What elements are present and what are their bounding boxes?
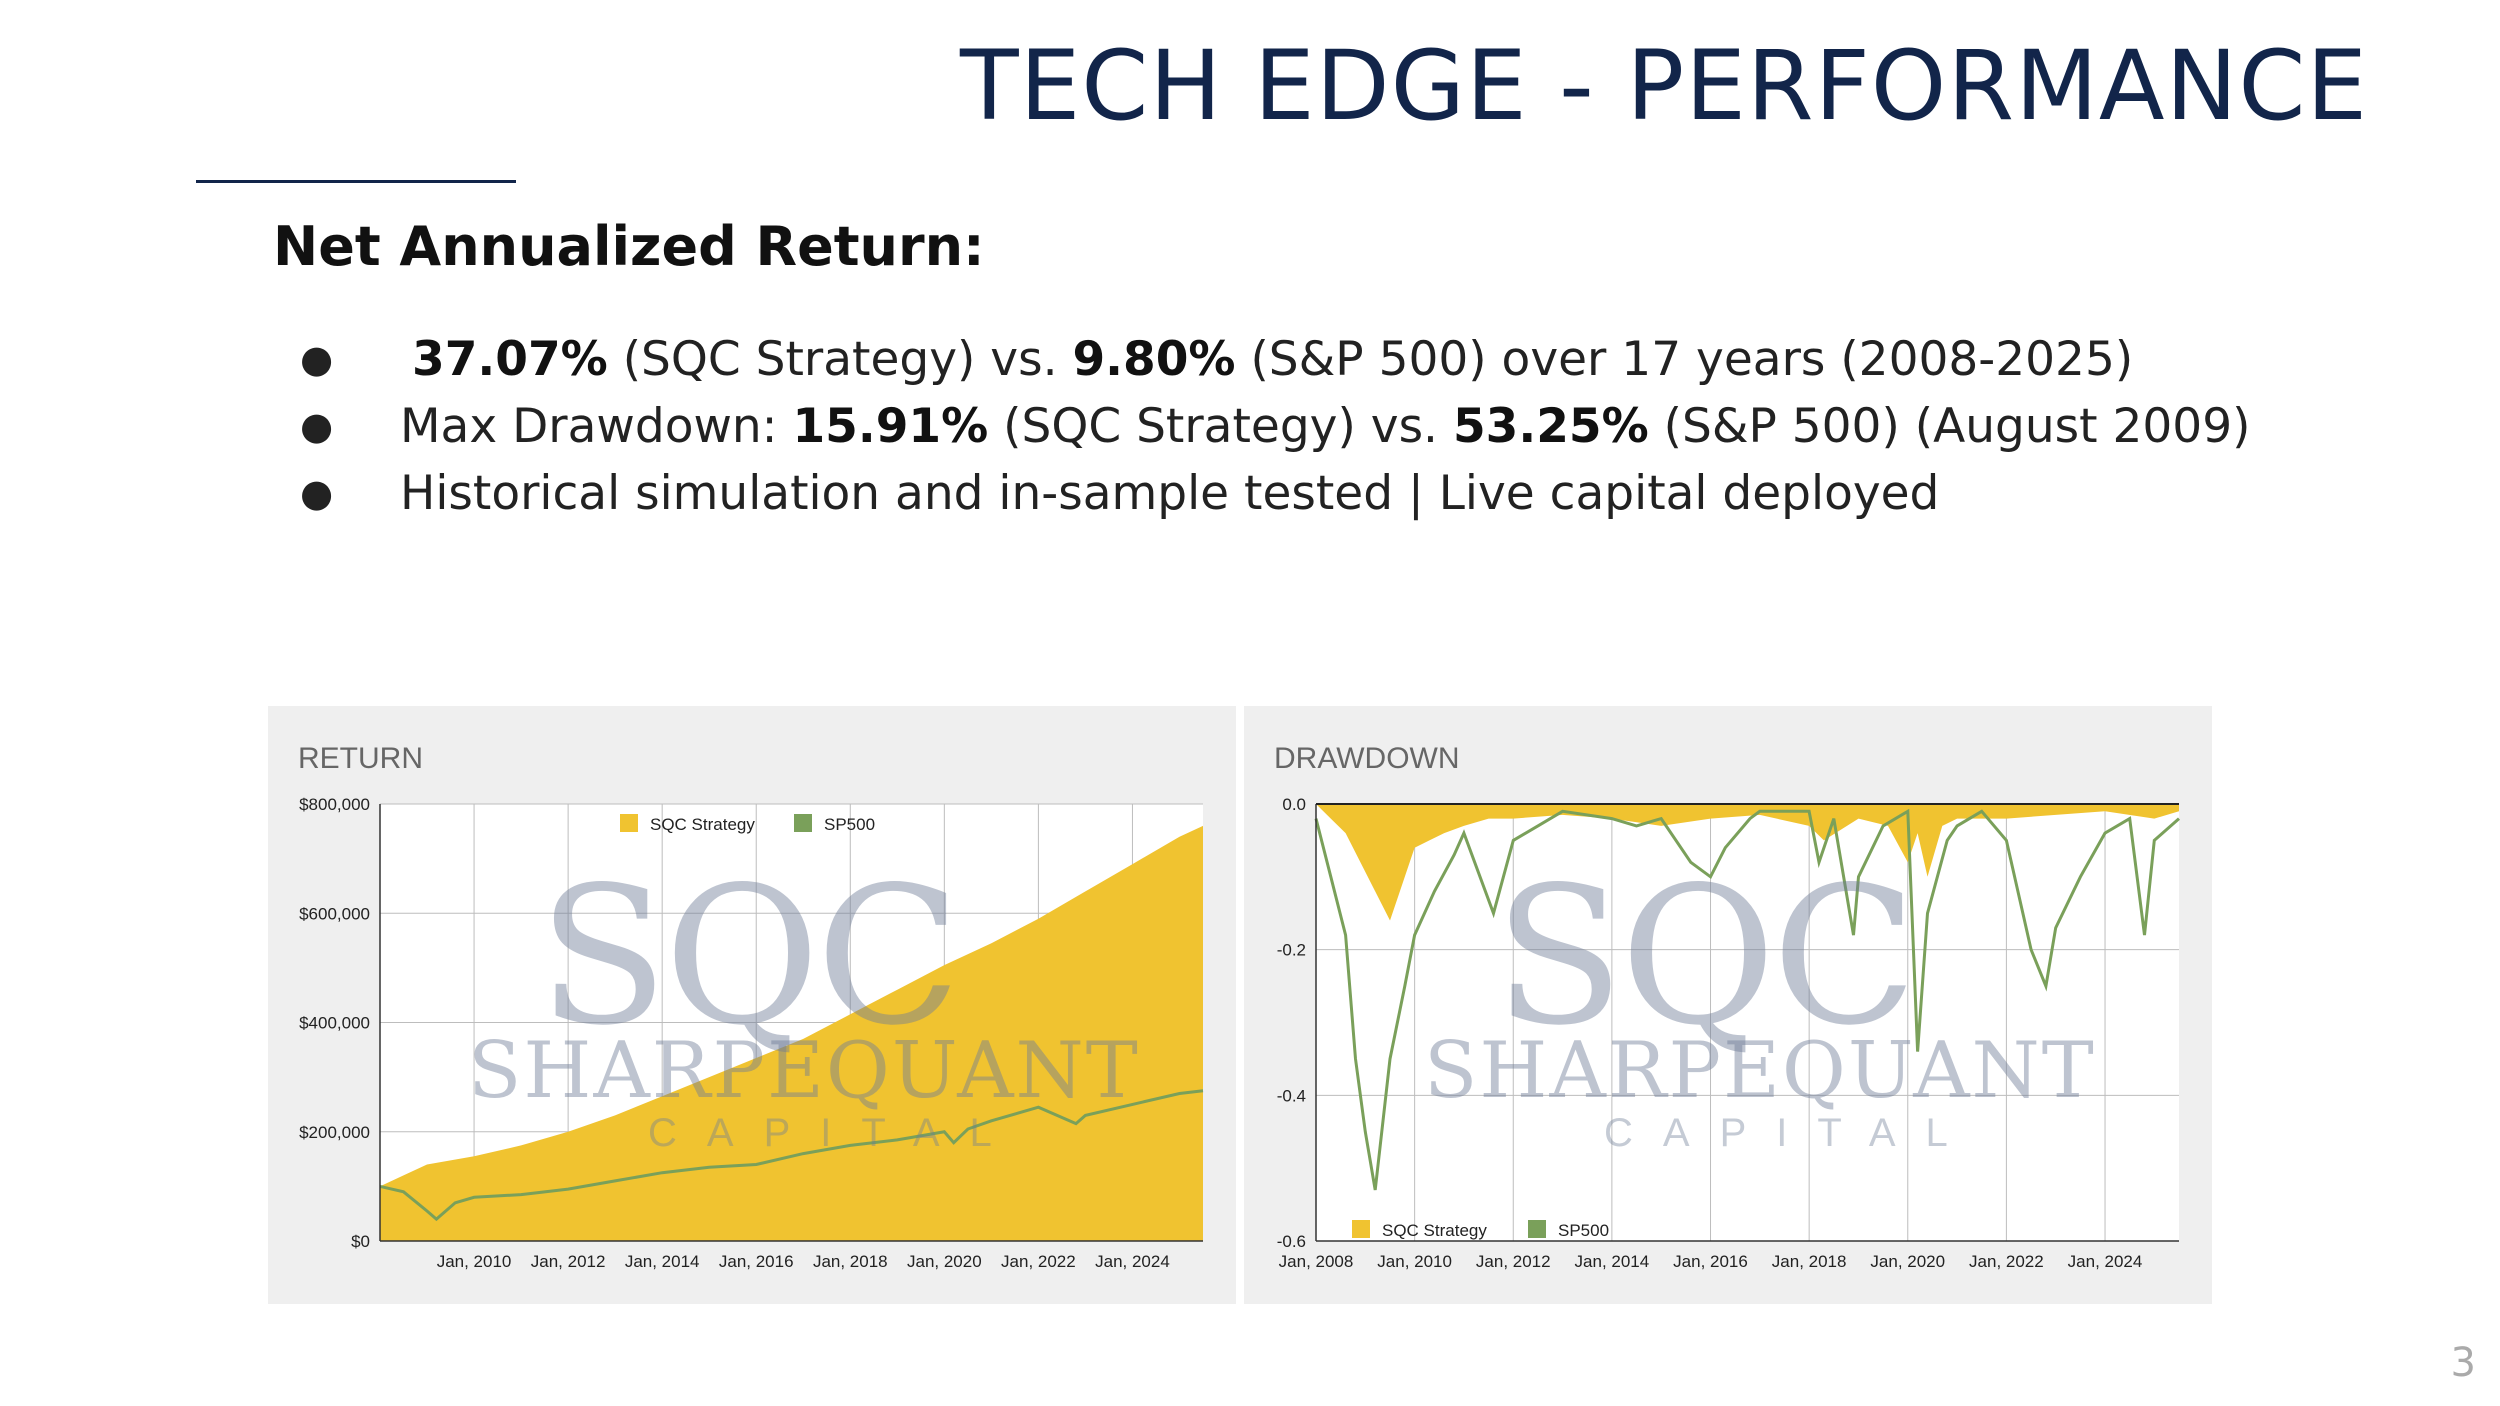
sp500-return: 9.80% [1072, 332, 1236, 387]
legend-label: SP500 [824, 815, 875, 834]
x-tick-label: Jan, 2024 [2068, 1252, 2143, 1271]
x-tick-label: Jan, 2012 [531, 1252, 606, 1271]
series-area-sqc-strategy [380, 825, 1203, 1241]
x-tick-label: Jan, 2014 [1575, 1252, 1650, 1271]
y-tick-label: -0.2 [1277, 941, 1306, 960]
x-tick-label: Jan, 2008 [1279, 1252, 1354, 1271]
y-tick-label: -0.4 [1277, 1086, 1306, 1105]
x-tick-label: Jan, 2022 [1001, 1252, 1076, 1271]
y-tick-label: 0.0 [1282, 795, 1306, 814]
x-tick-label: Jan, 2024 [1095, 1252, 1170, 1271]
bullet-text: (S&P 500) (August 2009) [1648, 399, 2251, 454]
x-tick-label: Jan, 2020 [907, 1252, 982, 1271]
x-tick-label: Jan, 2018 [1772, 1252, 1847, 1271]
return-chart: $800,000 $600,000 $400,000 $200,000 $0 Jan, 2… [299, 795, 1204, 1271]
y-tick-label: $400,000 [299, 1014, 370, 1033]
bullet-text: Historical simulation and in-sample test… [400, 466, 1940, 521]
x-tick-label: Jan, 2020 [1870, 1252, 1945, 1271]
x-tick-label: Jan, 2016 [719, 1252, 794, 1271]
y-tick-label: $0 [351, 1232, 370, 1251]
x-tick-label: Jan, 2018 [813, 1252, 888, 1271]
return-chart-title: RETURN [298, 742, 423, 775]
x-tick-label: Jan, 2010 [437, 1252, 512, 1271]
legend-label: SQC Strategy [650, 815, 755, 834]
x-tick-label: Jan, 2010 [1377, 1252, 1452, 1271]
y-tick-label: $800,000 [299, 795, 370, 814]
title-underline [196, 180, 516, 183]
x-tick-label: Jan, 2014 [625, 1252, 700, 1271]
return-chart-panel: RETURN $800,000 $600,000 $400,000 $200,000 $… [268, 706, 1236, 1304]
drawdown-chart-title: DRAWDOWN [1274, 742, 1460, 775]
y-tick-label: -0.6 [1277, 1232, 1306, 1251]
series-area-sqc-strategy [1316, 804, 2179, 921]
series-line-sp500 [1314, 808, 2180, 1191]
plot-area [1316, 804, 2179, 1241]
x-tick-label: Jan, 2022 [1969, 1252, 2044, 1271]
page-number: 3 [2450, 1340, 2476, 1386]
legend-swatch [620, 814, 638, 832]
legend-label: SP500 [1558, 1221, 1609, 1240]
sp500-drawdown: 53.25% [1452, 399, 1649, 454]
bullet-dot-icon: ● [300, 471, 334, 515]
legend-swatch [1528, 1220, 1546, 1238]
legend-swatch [794, 814, 812, 832]
bullet-dot-icon: ● [300, 337, 334, 381]
drawdown-chart-panel: DRAWDOWN 0.0 -0.2 -0.4 -0.6 Jan, 2008 Jan, 20… [1244, 706, 2212, 1304]
bullet-text: (SQC Strategy) vs. [988, 399, 1453, 454]
x-tick-label: Jan, 2016 [1673, 1252, 1748, 1271]
slide-title: TECH EDGE - PERFORMANCE [960, 30, 2369, 142]
strategy-return: 37.07% [412, 332, 608, 387]
legend-swatch [1352, 1220, 1370, 1238]
bullet-text: (S&P 500) over 17 years (2008-2025) [1235, 332, 2134, 387]
series-line-sp500 [379, 1089, 1204, 1222]
bullet-dot-icon: ● [300, 404, 334, 448]
strategy-drawdown: 15.91% [792, 399, 989, 454]
x-tick-label: Jan, 2012 [1476, 1252, 1551, 1271]
subheading: Net Annualized Return: [273, 215, 985, 278]
legend-label: SQC Strategy [1382, 1221, 1487, 1240]
y-tick-label: $600,000 [299, 904, 370, 923]
bullet-text: (SQC Strategy) vs. [607, 332, 1073, 387]
bullet-text: Max Drawdown: [400, 399, 793, 454]
y-tick-label: $200,000 [299, 1123, 370, 1142]
